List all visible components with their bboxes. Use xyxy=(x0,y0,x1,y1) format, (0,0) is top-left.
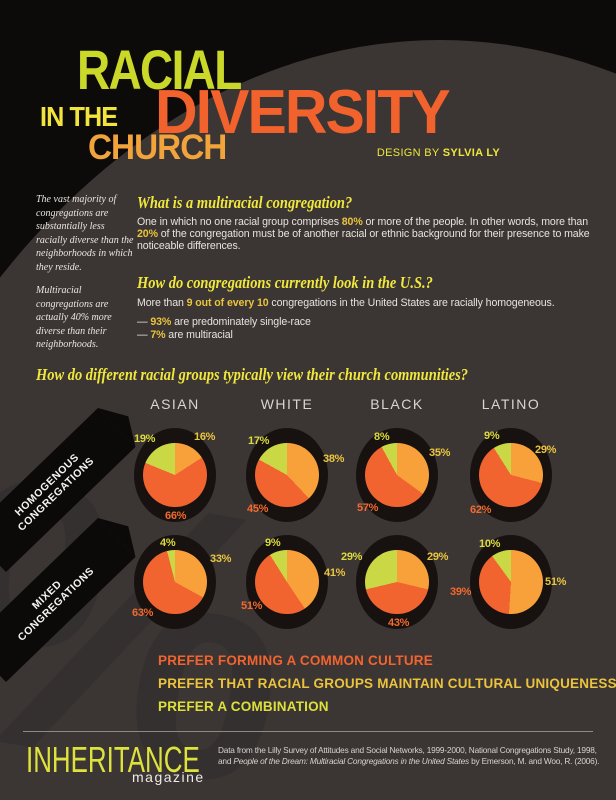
pie-label: 41% xyxy=(324,567,346,579)
title-diversity: DIVERSITY xyxy=(155,78,451,147)
pie-chart-homogenous-white xyxy=(255,443,319,507)
column-header-asian: ASIAN xyxy=(150,396,200,412)
pie-chart-homogenous-asian xyxy=(143,443,207,507)
legend-item-cultural-uniqueness: PREFER THAT RACIAL GROUPS MAINTAIN CULTU… xyxy=(158,676,616,691)
pie-label: 8% xyxy=(374,431,390,443)
column-header-white: WHITE xyxy=(260,396,314,412)
pie-chart-homogenous-black xyxy=(365,443,429,507)
pie-chart-mixed-white xyxy=(255,550,319,614)
title-church: CHURCH xyxy=(88,128,227,167)
design-credit: DESIGN BY SYLVIA LY xyxy=(300,147,500,159)
column-header-black: BLACK xyxy=(370,396,424,412)
design-credit-name: SYLVIA LY xyxy=(442,147,500,159)
pie-label: 4% xyxy=(160,537,176,549)
intro-paragraph-2: Multiracial congregations are actually 4… xyxy=(36,285,112,350)
pie-label: 43% xyxy=(388,617,410,629)
pie-label: 63% xyxy=(132,607,154,619)
pie-label: 51% xyxy=(241,600,263,612)
pie-label: 9% xyxy=(484,430,500,442)
pie-label: 35% xyxy=(429,447,451,459)
pie-label: 33% xyxy=(210,553,232,565)
question-1-heading: What is a multiracial congregation? xyxy=(137,193,353,212)
title-in-the: IN THE xyxy=(40,101,118,132)
pie-label: 9% xyxy=(265,537,281,549)
intro-paragraph-1: The vast majority of congregations are s… xyxy=(36,194,134,273)
question-2-heading: How do congregations currently look in t… xyxy=(137,273,433,292)
pie-chart-mixed-black xyxy=(365,550,429,614)
question-2-bullet-2: — 7% are multiracial xyxy=(137,329,233,341)
legend-item-common-culture: PREFER FORMING A COMMON CULTURE xyxy=(158,653,433,668)
chart-legend: PREFER FORMING A COMMON CULTURE PREFER T… xyxy=(158,653,616,722)
title-racial: RACIAL xyxy=(77,38,242,101)
pie-label: 66% xyxy=(165,510,187,522)
pie-label: 29% xyxy=(427,551,449,563)
pie-label: 51% xyxy=(545,576,567,588)
legend-item-combination: PREFER A COMBINATION xyxy=(158,699,329,714)
pie-label: 39% xyxy=(450,586,472,598)
magazine-logo: INHERITANCE xyxy=(26,739,200,780)
pie-cell-mixed-black: 29% 29% 43% xyxy=(332,517,462,647)
pie-label: 45% xyxy=(247,503,269,515)
pie-cell-mixed-asian: 4% 33% 63% xyxy=(110,517,240,647)
pie-cell-homogenous-black: 8% 35% 57% xyxy=(332,410,462,540)
pie-label: 10% xyxy=(479,538,501,550)
pie-label: 57% xyxy=(357,502,379,514)
pie-label: 29% xyxy=(341,551,363,563)
pie-label: 38% xyxy=(323,453,345,465)
pie-label: 29% xyxy=(535,444,557,456)
design-credit-label: DESIGN BY xyxy=(376,147,443,159)
pie-cell-homogenous-white: 17% 38% 45% xyxy=(222,410,352,540)
pie-label: 16% xyxy=(194,431,216,443)
column-header-latino: LATINO xyxy=(481,396,541,412)
question-1-body: One in which no one racial group compris… xyxy=(137,216,590,252)
pie-cell-mixed-white: 9% 41% 51% xyxy=(222,517,352,647)
pie-chart-homogenous-latino xyxy=(479,443,543,507)
pie-label: 62% xyxy=(470,504,492,516)
pie-cell-homogenous-latino: 9% 29% 62% xyxy=(446,410,576,540)
magazine-logo-sub: magazine xyxy=(132,769,205,785)
question-2-body: More than 9 out of every 10 congregation… xyxy=(137,297,555,309)
footer-divider xyxy=(23,731,593,732)
pie-cell-mixed-latino: 10% 51% 39% xyxy=(446,517,576,647)
data-source-text: Data from the Lilly Survey of Attitudes … xyxy=(218,745,600,766)
chart-section-heading: How do different racial groups typically… xyxy=(36,365,469,384)
pie-chart-mixed-asian xyxy=(143,550,207,614)
pie-chart-mixed-latino xyxy=(479,550,543,614)
question-2-bullet-1: — 93% are predominately single-race xyxy=(137,316,311,328)
pie-label: 17% xyxy=(248,435,270,447)
